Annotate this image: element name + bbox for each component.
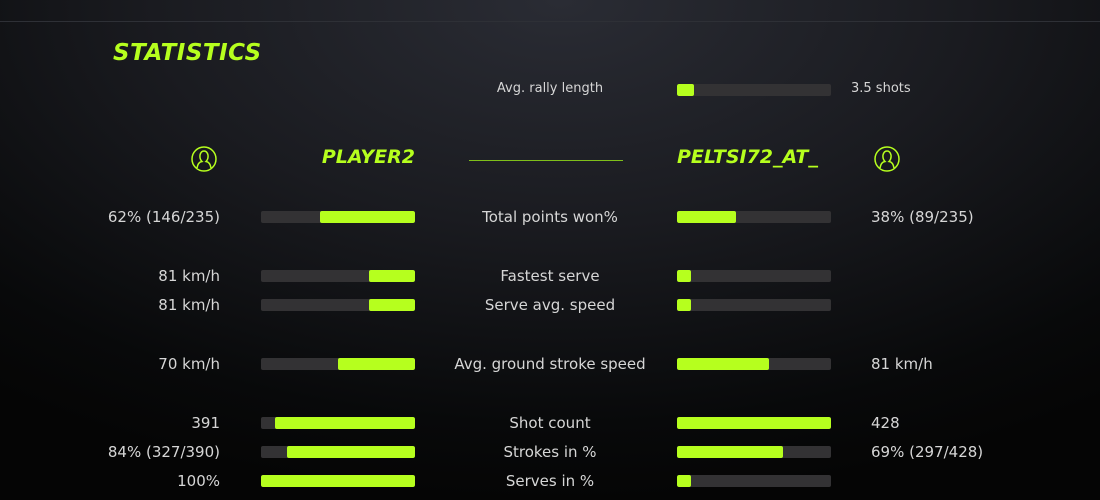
header-divider <box>469 160 623 161</box>
rally-bar-fill <box>677 84 694 96</box>
stat-right-bar <box>677 299 831 311</box>
user-circle-icon <box>874 146 900 172</box>
stat-label: Shot count <box>509 414 591 432</box>
stat-left-value: 100% <box>177 472 220 490</box>
stat-left-bar-fill <box>319 211 415 223</box>
stat-right-bar-fill <box>677 358 770 370</box>
stat-right-value: 428 <box>871 414 900 432</box>
stat-left-bar <box>261 270 415 282</box>
right-player-name: PELTSI72_AT_ <box>677 146 818 168</box>
stat-left-bar <box>261 358 415 370</box>
stat-label: Avg. ground stroke speed <box>454 355 646 373</box>
stat-right-bar-fill <box>677 299 691 311</box>
stat-left-value: 391 <box>191 414 220 432</box>
stat-left-bar <box>261 475 415 487</box>
left-player-name: PLAYER2 <box>321 146 415 168</box>
stat-right-bar <box>677 417 831 429</box>
stat-right-bar-fill <box>677 446 784 458</box>
stat-right-bar-fill <box>677 475 691 487</box>
stat-left-bar-fill <box>261 475 415 487</box>
stat-right-bar-fill <box>677 270 691 282</box>
stat-right-bar-fill <box>677 417 831 429</box>
rally-value: 3.5 shots <box>851 81 911 96</box>
top-divider <box>0 21 1100 22</box>
stat-left-value: 84% (327/390) <box>107 443 220 461</box>
stat-right-value: 81 km/h <box>871 355 933 373</box>
stat-right-value: 38% (89/235) <box>871 208 974 226</box>
stat-left-bar <box>261 417 415 429</box>
stat-label: Fastest serve <box>500 267 600 285</box>
stat-right-bar <box>677 446 831 458</box>
stat-label: Serves in % <box>505 472 595 490</box>
stat-left-bar <box>261 211 415 223</box>
stat-left-value: 62% (146/235) <box>107 208 220 226</box>
stat-right-bar <box>677 475 831 487</box>
stat-left-bar-fill <box>274 417 415 429</box>
stat-left-value: 81 km/h <box>158 296 220 314</box>
stat-right-bar <box>677 211 831 223</box>
stat-left-value: 81 km/h <box>158 267 220 285</box>
stat-right-bar <box>677 358 831 370</box>
stat-left-bar-fill <box>338 358 415 370</box>
stat-left-bar-fill <box>368 299 415 311</box>
stat-right-bar-fill <box>677 211 736 223</box>
stat-right-bar <box>677 270 831 282</box>
stat-label: Strokes in % <box>503 443 597 461</box>
stat-label: Serve avg. speed <box>484 296 616 314</box>
stat-left-bar <box>261 299 415 311</box>
rally-label: Avg. rally length <box>496 81 604 96</box>
user-circle-icon <box>191 146 217 172</box>
rally-bar <box>677 84 831 96</box>
stat-left-value: 70 km/h <box>158 355 220 373</box>
stat-label: Total points won% <box>482 208 618 226</box>
stat-left-bar-fill <box>287 446 415 458</box>
page-title: STATISTICS <box>113 40 262 66</box>
stat-left-bar <box>261 446 415 458</box>
stat-right-value: 69% (297/428) <box>871 443 984 461</box>
stat-left-bar-fill <box>368 270 415 282</box>
